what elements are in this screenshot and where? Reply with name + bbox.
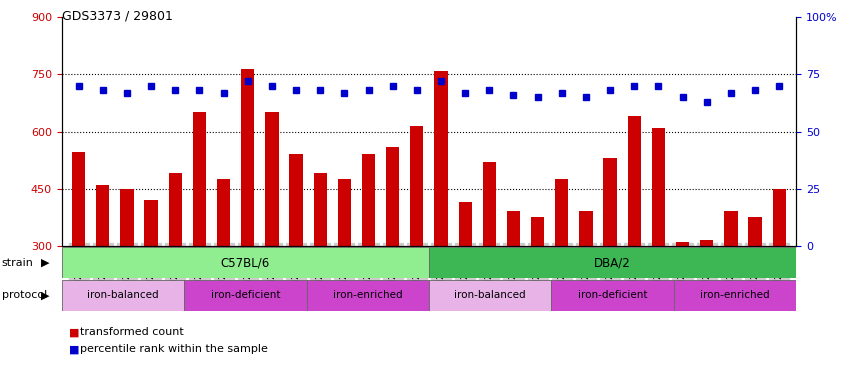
Bar (72, 152, 85, 246)
Text: iron-deficient: iron-deficient (211, 290, 280, 300)
Bar (651, 128, 665, 246)
Bar (555, 179, 569, 246)
Bar (266, 113, 278, 246)
Bar (580, 212, 592, 246)
Bar (338, 179, 351, 246)
Bar (145, 200, 157, 246)
Bar (314, 174, 327, 246)
Text: ▶: ▶ (41, 290, 49, 300)
Bar (531, 217, 544, 246)
Bar (386, 147, 399, 246)
Text: C57BL/6: C57BL/6 (221, 256, 270, 269)
Bar (62, 280, 184, 311)
Bar (603, 158, 617, 246)
Text: transformed count: transformed count (80, 327, 184, 337)
Bar (772, 189, 786, 246)
Bar (120, 189, 134, 246)
Bar (62, 247, 429, 278)
Text: iron-deficient: iron-deficient (578, 290, 647, 300)
Bar (507, 212, 520, 246)
Bar (362, 154, 375, 246)
Text: iron-enriched: iron-enriched (700, 290, 770, 300)
Bar (410, 126, 424, 246)
Bar (193, 113, 206, 246)
Bar (676, 242, 689, 246)
Bar (434, 71, 448, 246)
Text: ■: ■ (69, 327, 79, 337)
Bar (96, 185, 109, 246)
Text: ■: ■ (69, 344, 79, 354)
Bar (429, 247, 796, 278)
Bar (289, 154, 303, 246)
Text: iron-balanced: iron-balanced (454, 290, 526, 300)
Bar (724, 212, 738, 246)
Bar (168, 174, 182, 246)
Text: DBA/2: DBA/2 (594, 256, 631, 269)
Text: GDS3373 / 29801: GDS3373 / 29801 (62, 10, 173, 23)
Bar (552, 280, 673, 311)
Bar (673, 280, 796, 311)
Bar (749, 217, 761, 246)
Bar (628, 116, 641, 246)
Bar (483, 162, 496, 246)
Text: iron-balanced: iron-balanced (87, 290, 159, 300)
Text: protocol: protocol (2, 290, 47, 300)
Bar (241, 69, 255, 246)
Bar (459, 202, 472, 246)
Text: ▶: ▶ (41, 258, 49, 268)
Text: percentile rank within the sample: percentile rank within the sample (80, 344, 268, 354)
Bar (700, 240, 713, 246)
Bar (306, 280, 429, 311)
Text: iron-enriched: iron-enriched (333, 290, 403, 300)
Bar (217, 179, 230, 246)
Bar (184, 280, 306, 311)
Bar (429, 280, 552, 311)
Text: strain: strain (2, 258, 34, 268)
